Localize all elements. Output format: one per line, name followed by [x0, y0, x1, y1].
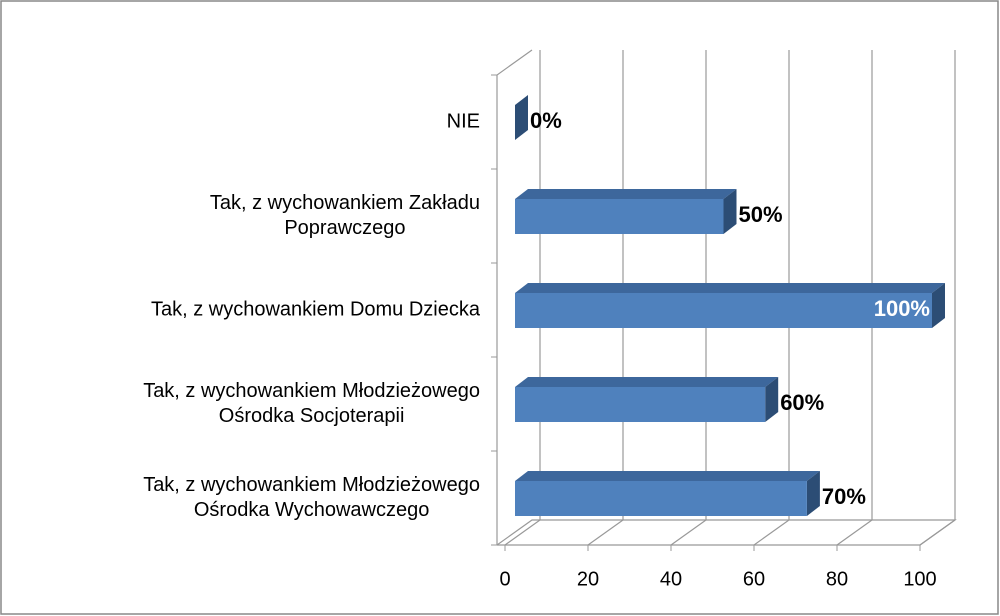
bar — [515, 283, 945, 328]
grid-floor — [587, 519, 624, 546]
x-tick-label: 60 — [743, 568, 765, 590]
grid-floor — [753, 519, 790, 546]
value-label: 70% — [822, 484, 866, 509]
y-tick-label: Tak, z wychowankiem Domu Dziecka — [151, 298, 480, 321]
bar — [515, 377, 779, 422]
bar-top — [515, 283, 945, 293]
bar-front — [515, 199, 724, 234]
bar-front — [515, 293, 932, 328]
bar-top — [515, 377, 779, 387]
bar — [515, 471, 820, 516]
grid-floor — [919, 519, 956, 546]
bar — [515, 95, 528, 140]
x-tick-label: 80 — [826, 568, 848, 590]
bar-front — [515, 481, 807, 516]
x-tick-label: 0 — [499, 568, 510, 590]
bar-side — [765, 377, 779, 422]
grid-floor — [670, 519, 707, 546]
y-tick-label: Tak, z wychowankiem Młodzieżowego Ośrodk… — [143, 380, 480, 427]
value-label: 60% — [780, 390, 824, 415]
bar-side — [806, 471, 820, 516]
bar-top — [515, 471, 820, 481]
x-tick-label: 40 — [660, 568, 682, 590]
bar-side — [723, 189, 737, 234]
value-label: 0% — [530, 108, 562, 133]
bar-front — [515, 387, 766, 422]
y-tick-label: Tak, z wychowankiem Młodzieżowego Ośrodk… — [143, 474, 480, 521]
bar-side — [932, 283, 945, 328]
bar — [515, 189, 737, 234]
grid-floor — [504, 519, 541, 546]
y-tick-label: Tak, z wychowankiem Zakładu Poprawczego — [209, 192, 480, 239]
value-label: 50% — [739, 202, 783, 227]
x-tick-label: 100 — [903, 568, 936, 590]
x-tick-label: 20 — [577, 568, 599, 590]
bar-side — [515, 95, 528, 140]
bar-top — [515, 189, 737, 199]
grid-floor — [836, 519, 873, 546]
value-label: 100% — [874, 296, 930, 321]
y-tick-label: NIE — [446, 110, 480, 133]
